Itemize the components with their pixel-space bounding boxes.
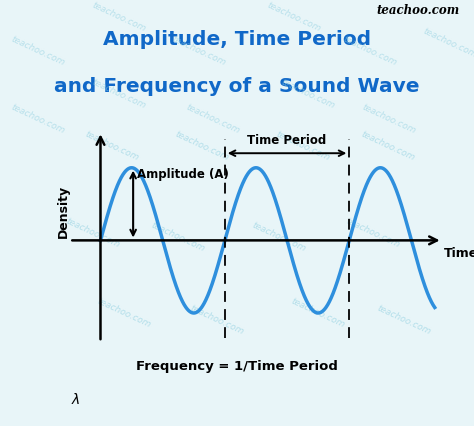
Text: teachoo.com: teachoo.com — [95, 296, 152, 329]
Text: teachoo.com: teachoo.com — [422, 26, 474, 59]
Text: teachoo.com: teachoo.com — [290, 296, 346, 329]
Text: λ: λ — [72, 394, 80, 407]
Text: teachoo.com: teachoo.com — [150, 220, 207, 253]
Text: Amplitude (A): Amplitude (A) — [137, 168, 229, 181]
Text: Time Period: Time Period — [247, 135, 327, 147]
Text: Frequency = 1/Time Period: Frequency = 1/Time Period — [136, 360, 338, 373]
Text: teachoo.com: teachoo.com — [173, 130, 230, 162]
Text: teachoo.com: teachoo.com — [341, 35, 398, 68]
Text: Amplitude, Time Period: Amplitude, Time Period — [103, 30, 371, 49]
Text: teachoo.com: teachoo.com — [251, 220, 308, 253]
Text: teachoo.com: teachoo.com — [360, 130, 417, 162]
Text: and Frequency of a Sound Wave: and Frequency of a Sound Wave — [54, 77, 420, 96]
Text: teachoo.com: teachoo.com — [360, 103, 417, 136]
Text: teachoo.com: teachoo.com — [9, 103, 66, 136]
Text: teachoo.com: teachoo.com — [90, 77, 147, 110]
Text: teachoo.com: teachoo.com — [344, 217, 401, 250]
Text: teachoo.com: teachoo.com — [64, 217, 121, 250]
Text: teachoo.com: teachoo.com — [280, 77, 337, 110]
Text: teachoo.com: teachoo.com — [9, 35, 66, 68]
Text: teachoo.com: teachoo.com — [171, 35, 228, 68]
Text: teachoo.com: teachoo.com — [90, 0, 147, 34]
Text: teachoo.com: teachoo.com — [84, 130, 140, 162]
Text: teachoo.com: teachoo.com — [265, 0, 322, 34]
Text: teachoo.com: teachoo.com — [185, 103, 242, 136]
Text: teachoo.com: teachoo.com — [189, 304, 246, 337]
Text: teachoo.com: teachoo.com — [274, 130, 331, 162]
Text: teachoo.com: teachoo.com — [377, 4, 460, 17]
Text: Time: Time — [444, 247, 474, 260]
Text: Density: Density — [57, 185, 70, 238]
Text: teachoo.com: teachoo.com — [375, 304, 432, 337]
